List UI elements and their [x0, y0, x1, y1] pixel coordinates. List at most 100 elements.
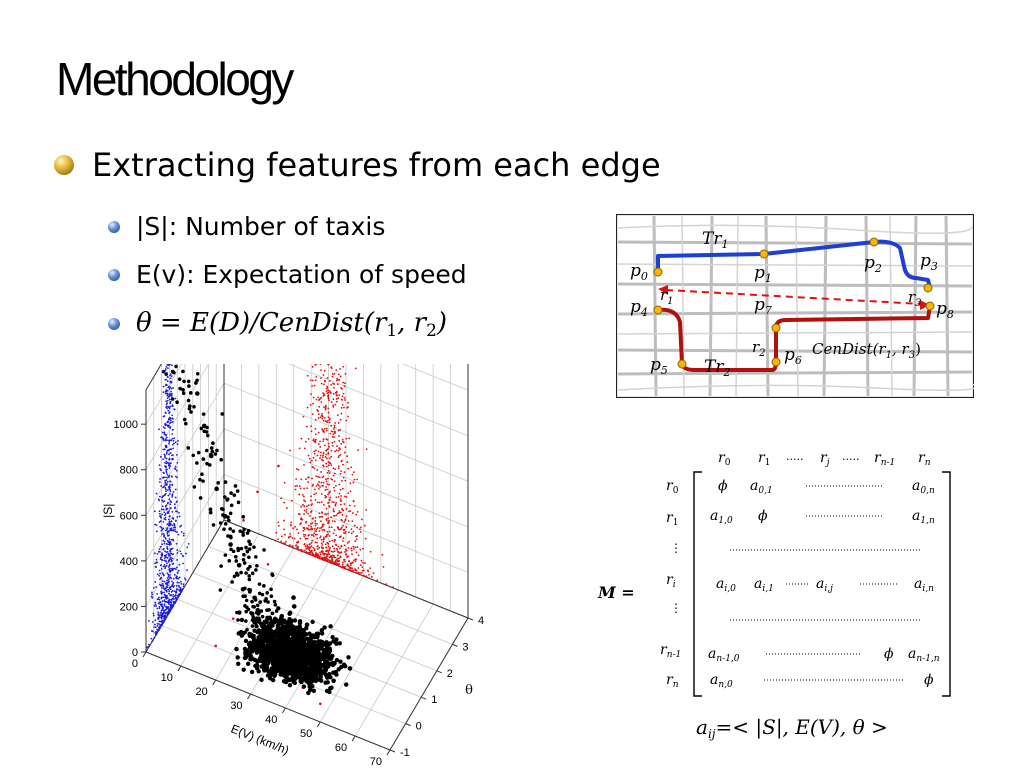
- data-point: [311, 688, 316, 693]
- data-point: [170, 394, 173, 397]
- data-point: [169, 452, 172, 454]
- data-point: [178, 386, 182, 391]
- data-point: [340, 535, 342, 538]
- data-point: [164, 423, 167, 426]
- data-point: [309, 461, 312, 464]
- data-point: [314, 418, 317, 421]
- svg-text:rn: rn: [918, 450, 931, 468]
- data-point: [347, 401, 349, 404]
- y-tick-label: 0: [416, 721, 422, 733]
- data-point: [332, 398, 335, 401]
- data-point: [310, 495, 312, 498]
- data-point: [167, 405, 170, 408]
- data-point: [324, 688, 330, 694]
- data-point: [334, 641, 339, 646]
- data-point: [162, 527, 165, 530]
- data-point: [169, 608, 172, 611]
- data-point: [350, 466, 353, 469]
- data-point: [276, 626, 281, 631]
- data-point: [294, 485, 297, 488]
- matrix-row-rn1: an-1,0 ϕ an-1,n: [708, 646, 940, 664]
- data-point: [328, 535, 331, 537]
- data-point: [167, 578, 170, 581]
- data-point: [164, 614, 167, 617]
- data-point: [333, 486, 335, 489]
- x-axis-label: E(V) (km/h): [229, 722, 291, 758]
- data-point: [359, 528, 361, 531]
- data-point: [169, 380, 172, 383]
- data-point: [335, 547, 338, 550]
- grid-line: [319, 589, 399, 723]
- data-point: [172, 454, 174, 457]
- data-point: [291, 604, 297, 609]
- data-point: [265, 668, 271, 674]
- data-point: [333, 520, 336, 523]
- data-point: [310, 534, 313, 536]
- data-point: [177, 584, 180, 587]
- data-point: [316, 541, 318, 544]
- data-point: [328, 379, 331, 382]
- data-point: [311, 656, 317, 661]
- data-point: [266, 645, 271, 650]
- data-point: [343, 544, 346, 547]
- data-point: [254, 610, 259, 615]
- data-point: [328, 472, 331, 474]
- svg-text:ai,n: ai,n: [914, 576, 934, 594]
- data-point: [312, 456, 315, 459]
- data-point: [171, 585, 173, 588]
- data-point: [303, 526, 306, 529]
- data-point: [229, 491, 233, 495]
- x-tick-label: 0: [132, 658, 138, 670]
- data-point: [291, 633, 296, 638]
- data-point: [165, 612, 167, 615]
- data-point: [289, 662, 294, 668]
- data-point: [302, 677, 307, 682]
- data-point: [330, 635, 335, 640]
- data-point: [329, 546, 332, 549]
- data-point: [300, 517, 303, 520]
- data-point: [312, 546, 315, 549]
- data-point: [334, 657, 340, 663]
- data-point: [159, 525, 162, 528]
- data-point: [162, 448, 165, 451]
- data-point: [178, 563, 181, 566]
- data-point: [173, 408, 176, 411]
- data-point: [369, 567, 372, 570]
- data-point: [324, 408, 327, 411]
- x-tick-label: 70: [370, 756, 382, 766]
- data-point: [287, 611, 292, 617]
- data-point: [180, 531, 183, 533]
- data-point: [158, 623, 160, 625]
- data-point: [170, 387, 173, 390]
- data-point: [236, 546, 240, 551]
- data-point: [171, 405, 174, 407]
- axis-edge: [145, 651, 391, 751]
- data-point: [341, 438, 344, 441]
- data-point: [226, 515, 230, 519]
- data-point: [328, 399, 330, 402]
- data-point: [317, 484, 320, 487]
- data-point: [165, 371, 168, 374]
- data-point: [355, 571, 358, 574]
- data-point: [356, 478, 359, 481]
- data-point: [168, 407, 171, 410]
- data-point: [273, 632, 277, 636]
- data-point: [242, 552, 246, 557]
- data-point: [280, 664, 285, 669]
- data-point: [176, 516, 179, 518]
- data-point: [163, 559, 166, 562]
- data-point: [182, 534, 185, 537]
- data-point: [282, 648, 287, 654]
- svg-text:r1: r1: [758, 450, 770, 468]
- data-point: [335, 514, 338, 517]
- data-point: [321, 412, 323, 415]
- data-point: [344, 682, 349, 687]
- data-point: [228, 527, 232, 531]
- data-point: [332, 405, 335, 408]
- data-point: [154, 623, 156, 626]
- data-point: [169, 574, 171, 576]
- data-point: [296, 547, 299, 549]
- data-point: [168, 587, 171, 590]
- data-point: [211, 523, 216, 527]
- data-point: [278, 619, 283, 624]
